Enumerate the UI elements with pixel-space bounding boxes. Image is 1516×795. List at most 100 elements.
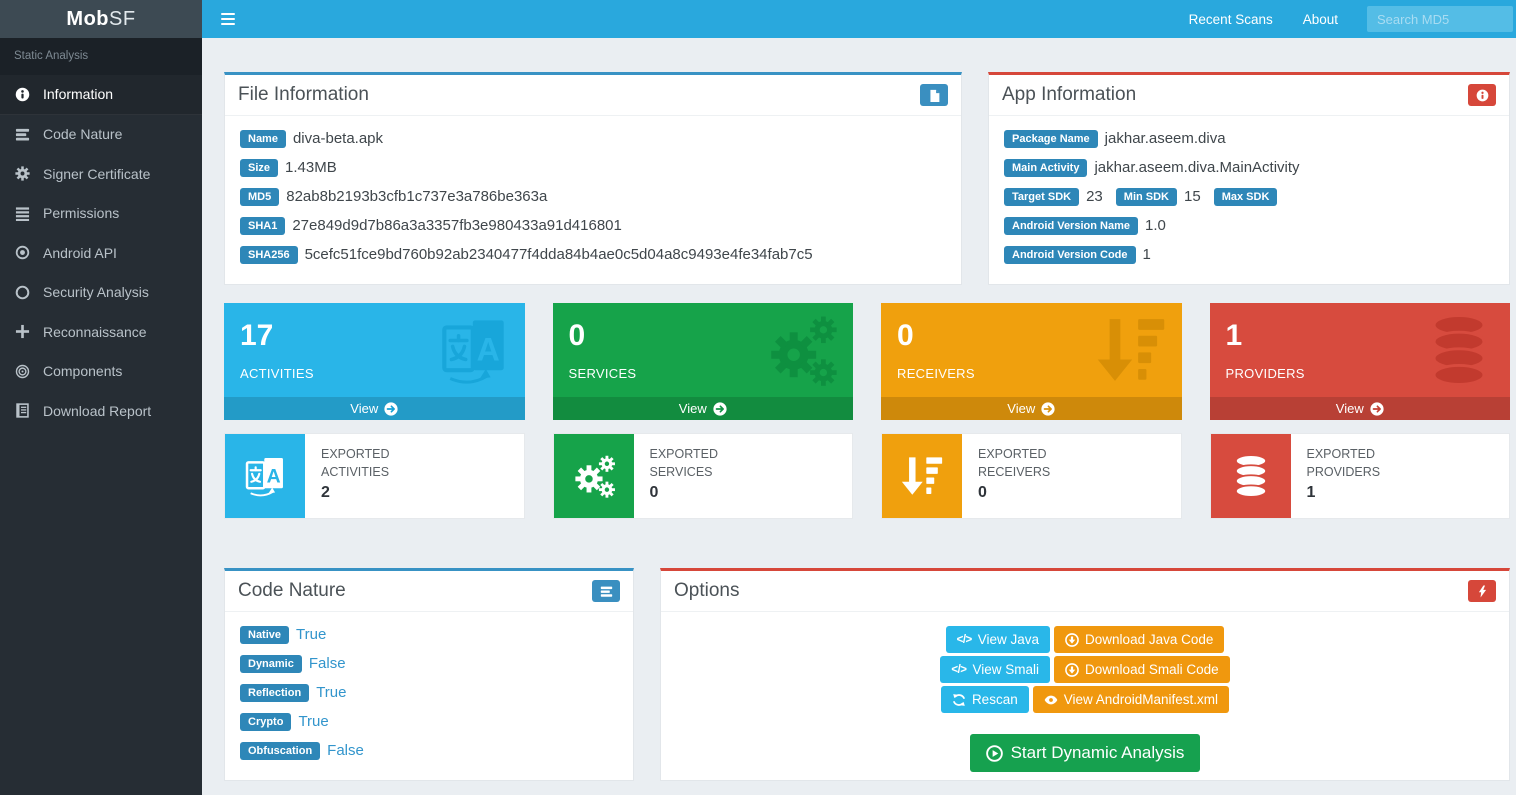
exported-row: EXPORTED ACTIVITIES 2 EXPORTED SERVICES … (224, 433, 1510, 519)
label-badge-md5: MD5 (240, 187, 280, 206)
sidebar-item-signer-certificate[interactable]: Signer Certificate (0, 154, 202, 194)
arrow-circle-right-icon (384, 402, 398, 416)
exported-card-exported-services: EXPORTED SERVICES 0 (552, 433, 853, 519)
stat-label: RECEIVERS (897, 366, 975, 381)
options-button-row: Rescan View AndroidManifest.xml (677, 686, 1493, 713)
exported-label: EXPORTED SERVICES (649, 447, 719, 480)
view-label: View (678, 401, 707, 416)
hamburger-menu-icon[interactable] (217, 9, 239, 29)
arrow-circle-right-icon (1041, 402, 1055, 416)
value-main-activity: jakhar.aseem.diva.MainActivity (1094, 159, 1300, 176)
view-label: View (350, 401, 379, 416)
view-androidmanifest-xml-button[interactable]: View AndroidManifest.xml (1032, 686, 1230, 713)
start-dynamic-analysis-label: Start Dynamic Analysis (1010, 743, 1185, 762)
view-label: View (1335, 401, 1364, 416)
info-row: Reflection True (240, 683, 618, 702)
info-row: Android Version Name 1.0 (1004, 216, 1494, 235)
stat-label: PROVIDERS (1225, 366, 1305, 381)
info-icon[interactable] (1468, 84, 1496, 106)
label-badge-dynamic: Dynamic (240, 654, 302, 673)
exported-card-exported-activities: EXPORTED ACTIVITIES 2 (224, 433, 525, 519)
option-button-label: Download Smali Code (1085, 662, 1219, 677)
view-button-services[interactable]: View (552, 397, 853, 420)
stat-body: 1 PROVIDERS (1210, 303, 1511, 397)
view-button-receivers[interactable]: View (881, 397, 1182, 420)
info-icon (14, 87, 31, 102)
stats-row: 17 ACTIVITIES View 0 SERVICES View 0 REC… (224, 303, 1510, 420)
download-icon (1065, 633, 1079, 647)
stat-card-receivers: 0 RECEIVERS View (881, 303, 1182, 420)
code-icon: </> (956, 633, 973, 646)
sidebar-item-reconnaissance[interactable]: Reconnaissance (0, 312, 202, 352)
main-content: File Information Name diva-beta.apk Size 1.… (202, 38, 1516, 795)
stat-card-services: 0 SERVICES View (552, 303, 854, 420)
sidebar-menu: Information Code Nature Signer Certificate… (0, 75, 202, 431)
sidebar-item-components[interactable]: Components (0, 352, 202, 392)
language-icon (436, 312, 512, 388)
label-badge-sha256: SHA256 (240, 245, 298, 264)
view-java-button[interactable]: </> View Java (945, 626, 1051, 653)
file-icon[interactable] (920, 84, 948, 106)
option-button-label: View Java (977, 632, 1040, 647)
database-icon (1210, 434, 1291, 518)
info-row: SHA256 5cefc51fce9bd760b92ab2340477f4dda8… (240, 245, 946, 264)
code-nature-card: Code Nature Native True Dynamic False Reflec… (224, 568, 634, 781)
info-row: Size 1.43MB (240, 158, 946, 177)
stat-count: 1 (1225, 319, 1243, 352)
stat-body: 0 SERVICES (553, 303, 854, 397)
code-icon: </> (951, 663, 967, 676)
exported-card-exported-providers: EXPORTED PROVIDERS 1 (1209, 433, 1510, 519)
sort-icon (882, 434, 962, 518)
sidebar-item-label: Android API (43, 244, 117, 261)
view-button-providers[interactable]: View (1209, 397, 1510, 420)
nav-link-about[interactable]: About (1302, 11, 1338, 27)
label-badge-min-sdk: Min SDK (1115, 187, 1178, 206)
option-button-label: Download Java Code (1085, 632, 1214, 647)
info-row: Native True (240, 625, 618, 644)
logo-text-light: SF (109, 7, 136, 30)
value-android-version-code: 1 (1142, 246, 1151, 263)
search-input[interactable] (1367, 6, 1513, 32)
navbar: Recent Scans About (202, 0, 1516, 38)
journal-icon (14, 403, 31, 418)
options-card: Options </> View Java Download Java Code </… (660, 568, 1510, 781)
sidebar-item-download-report[interactable]: Download Report (0, 391, 202, 431)
download-smali-code-button[interactable]: Download Smali Code (1054, 656, 1230, 683)
value-target-sdk: 23 (1086, 188, 1103, 205)
option-button-label: View Smali (972, 662, 1040, 677)
label-badge-android-version-name: Android Version Name (1004, 216, 1138, 235)
label-badge-android-version-code: Android Version Code (1004, 245, 1136, 264)
info-row: SHA1 27e849d9d7b86a3a3357fb3e980433a91d41… (240, 216, 946, 235)
sidebar-item-permissions[interactable]: Permissions (0, 194, 202, 234)
options-body: </> View Java Download Java Code </> View Sm… (661, 612, 1509, 713)
sort-icon (1093, 312, 1169, 388)
sidebar-item-android-api[interactable]: Android API (0, 233, 202, 273)
label-badge-target-sdk: Target SDK (1004, 187, 1080, 206)
sidebar-item-security-analysis[interactable]: Security Analysis (0, 273, 202, 313)
sidebar: Static Analysis Information Code Nature Si… (0, 38, 202, 795)
database-icon (1421, 312, 1497, 388)
sidebar-item-label: Security Analysis (43, 284, 149, 301)
label-badge-package-name: Package Name (1004, 129, 1098, 148)
value-name: diva-beta.apk (292, 130, 384, 147)
exported-count: 1 (1306, 484, 1316, 502)
sidebar-item-code-nature[interactable]: Code Nature (0, 115, 202, 155)
sidebar-item-label: Reconnaissance (43, 323, 147, 340)
circle-icon (14, 285, 31, 300)
view-smali-button[interactable]: </> View Smali (940, 656, 1051, 683)
app-information-card: App Information Package Name jakhar.aseem… (988, 72, 1510, 285)
nav-link-recent-scans[interactable]: Recent Scans (1188, 11, 1273, 27)
view-button-activities[interactable]: View (224, 397, 525, 420)
sidebar-item-information[interactable]: Information (0, 75, 202, 115)
download-java-code-button[interactable]: Download Java Code (1054, 626, 1225, 653)
stat-card-activities: 17 ACTIVITIES View (224, 303, 525, 420)
label-badge-sha1: SHA1 (240, 216, 286, 235)
exported-label: EXPORTED ACTIVITIES (321, 447, 390, 480)
value-sha1: 27e849d9d7b86a3a3357fb3e980433a91d416801 (292, 217, 622, 234)
start-dynamic-analysis-button[interactable]: Start Dynamic Analysis (969, 734, 1201, 772)
rescan-button[interactable]: Rescan (940, 686, 1029, 713)
arrow-circle-right-icon (713, 402, 727, 416)
info-row: Dynamic False (240, 654, 618, 673)
bolt-icon[interactable] (1468, 580, 1496, 602)
code-bars-icon[interactable] (592, 580, 620, 602)
